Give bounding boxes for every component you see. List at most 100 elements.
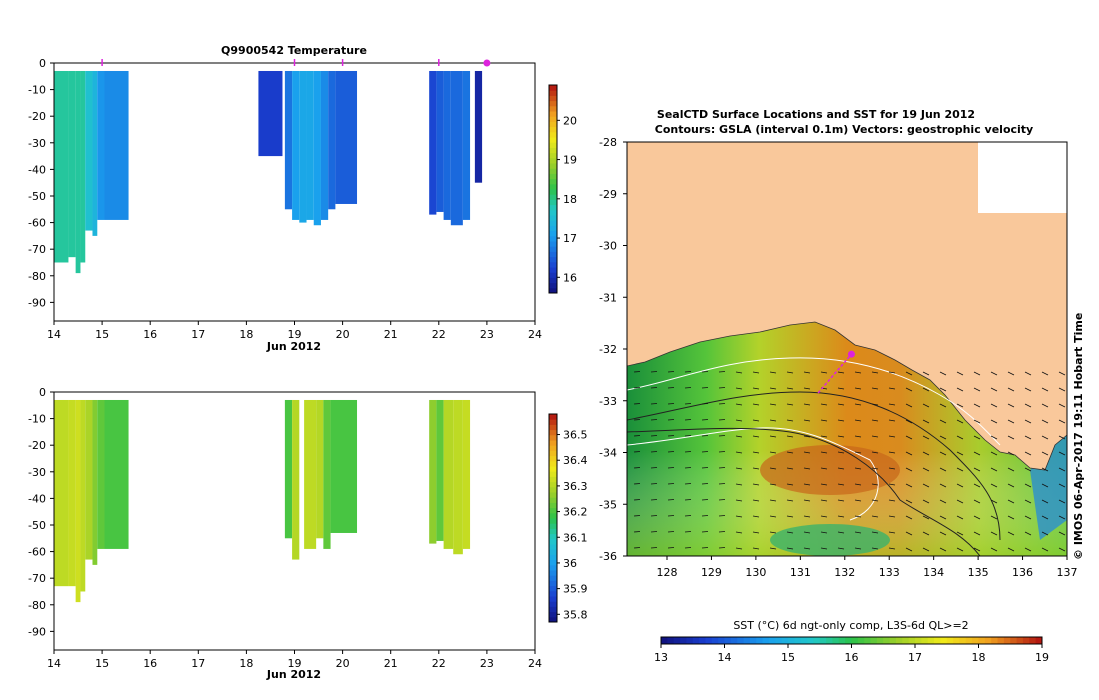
sst-map-panel: SealCTD Surface Locations and SST for 19… [599, 108, 1085, 664]
velocity-vector [786, 403, 794, 406]
velocity-vector [1007, 419, 1015, 424]
sst-colorbar-segment [984, 637, 992, 644]
profile-cell [443, 70, 451, 220]
sst-colorbar-tick-label: 16 [845, 651, 859, 664]
colorbar-tick-label: 36.2 [563, 506, 588, 519]
velocity-vector [803, 419, 811, 422]
sst-colorbar-label: SST (°C) 6d ngt-only comp, L3S-6d QL>=2 [733, 619, 968, 632]
velocity-vector [1058, 547, 1066, 552]
velocity-vector [820, 531, 828, 534]
sst-colorbar-segment [959, 637, 967, 644]
colorbar-segment [549, 580, 557, 587]
velocity-vector [752, 387, 760, 390]
sst-colorbar-segment [730, 637, 738, 644]
y-tick-label: -60 [28, 546, 46, 559]
velocity-vector [1058, 451, 1066, 456]
velocity-vector [837, 371, 845, 374]
velocity-vector [1007, 547, 1015, 552]
velocity-vector [1058, 387, 1066, 392]
velocity-vector [786, 419, 794, 422]
y-tick-label: -10 [28, 84, 46, 97]
velocity-vector [1007, 483, 1015, 488]
salinity-axes: 14 15 16 17 18 19 20 21 22 23 24 0 -10 -20 -30 -40 -50 -6… [28, 386, 542, 670]
velocity-vector [1041, 531, 1049, 536]
velocity-vector [650, 435, 658, 437]
colorbar-segment [549, 287, 557, 294]
velocity-vector [735, 531, 743, 534]
sst-colorbar-segment [927, 637, 935, 644]
velocity-vector [786, 499, 794, 502]
velocity-vector [667, 451, 675, 453]
x-tick-label: 22 [432, 328, 446, 341]
map-x-tick-label: 136 [1012, 566, 1033, 579]
colorbar-frame [548, 84, 558, 294]
x-tick-label: 22 [432, 657, 446, 670]
velocity-vector [650, 547, 658, 549]
colorbar-segment [549, 570, 557, 576]
velocity-vector [718, 451, 726, 453]
velocity-vector [922, 403, 930, 408]
velocity-vector [769, 547, 777, 550]
map-y-tick-label: -34 [599, 447, 617, 460]
colorbar-segment [549, 601, 557, 607]
velocity-vector [939, 467, 947, 472]
velocity-vector [650, 403, 658, 405]
x-tick-label: 21 [384, 328, 398, 341]
velocity-vector [735, 371, 743, 374]
velocity-vector [735, 387, 743, 390]
map-y-tick-label: -36 [599, 550, 617, 563]
colorbar-segment [549, 538, 557, 545]
warm-core [760, 445, 900, 495]
velocity-vector [701, 451, 709, 453]
velocity-vector [735, 467, 743, 470]
velocity-vector [769, 387, 777, 390]
profile-cell [316, 399, 324, 539]
sst-colorbar-tick-label: 17 [908, 651, 922, 664]
velocity-vector [701, 387, 709, 389]
velocity-vector [701, 371, 709, 373]
gsla-contour-black-2 [627, 427, 981, 556]
velocity-vector [803, 387, 811, 390]
velocity-vector [633, 371, 641, 373]
gsla-contour-black-1 [627, 391, 1001, 541]
velocity-vector [837, 515, 845, 518]
velocity-vector [1007, 515, 1015, 520]
colorbar-segment [549, 90, 557, 96]
velocity-vector [803, 435, 811, 438]
sst-colorbar-segment [870, 637, 878, 644]
velocity-vector [684, 419, 692, 421]
profile-cell [474, 70, 483, 183]
velocity-vector [684, 451, 692, 453]
velocity-vector [871, 531, 879, 534]
velocity-vector [973, 387, 981, 392]
profile-cell [436, 70, 444, 212]
velocity-vector [956, 371, 964, 376]
velocity-vector [786, 547, 794, 550]
sst-colorbar-segment [813, 637, 821, 644]
sst-colorbar-segment [1035, 637, 1043, 644]
sst-colorbar-segment [673, 637, 681, 644]
profile-cell [299, 70, 307, 223]
map-x-tick-label: 135 [968, 566, 989, 579]
profile-cell [80, 70, 86, 263]
colorbar-segment [549, 486, 557, 493]
velocity-vector [820, 371, 828, 374]
velocity-vector [990, 547, 998, 552]
velocity-vector [1058, 515, 1066, 520]
colorbar-segment [549, 256, 557, 263]
profile-cell [320, 70, 329, 220]
colorbar-segment [549, 450, 557, 457]
sst-colorbar-segment [686, 637, 694, 644]
velocity-vector [684, 387, 692, 389]
velocity-vector [769, 531, 777, 534]
y-tick-label: -60 [28, 217, 46, 230]
map-title: SealCTD Surface Locations and SST for 19… [657, 108, 975, 121]
velocity-vector [701, 467, 709, 469]
velocity-vector [956, 451, 964, 456]
velocity-vector [973, 467, 981, 472]
velocity-vector [905, 371, 913, 376]
velocity-vector [956, 419, 964, 424]
velocity-vector [1058, 499, 1066, 504]
velocity-vector [735, 499, 743, 502]
coastline [627, 321, 1067, 471]
